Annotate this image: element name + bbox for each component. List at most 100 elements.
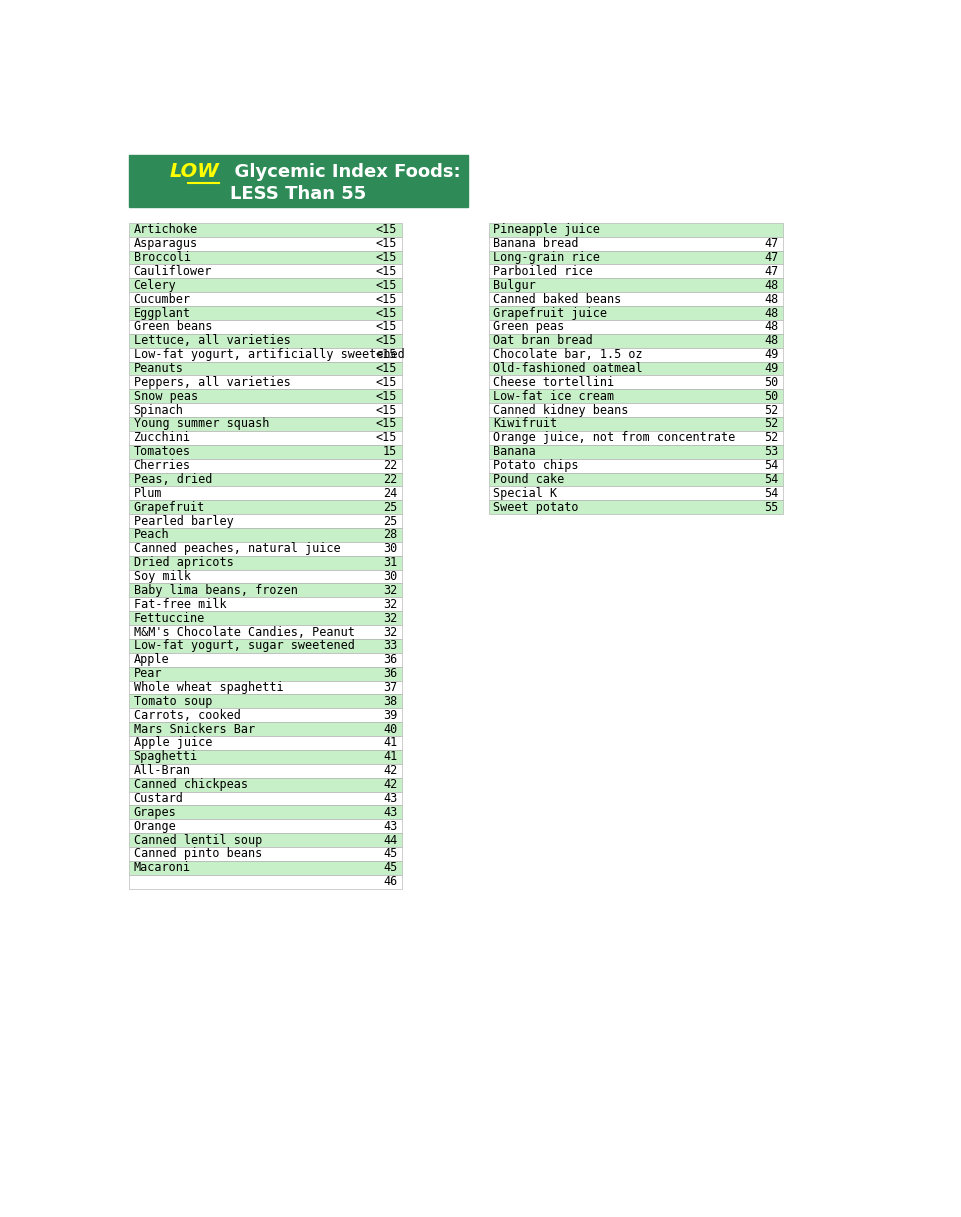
Text: Spinach: Spinach [134, 404, 184, 416]
FancyBboxPatch shape [129, 722, 402, 736]
Text: Canned baked beans: Canned baked beans [493, 292, 622, 305]
FancyBboxPatch shape [129, 847, 402, 860]
Text: Celery: Celery [134, 279, 176, 292]
FancyBboxPatch shape [489, 459, 783, 472]
FancyBboxPatch shape [489, 403, 783, 417]
Text: Orange juice, not from concentrate: Orange juice, not from concentrate [493, 431, 735, 444]
FancyBboxPatch shape [129, 542, 402, 556]
Text: Low-fat yogurt, artificially sweetened: Low-fat yogurt, artificially sweetened [134, 348, 405, 361]
FancyBboxPatch shape [129, 570, 402, 583]
Text: 54: 54 [764, 487, 778, 500]
Text: 50: 50 [764, 376, 778, 389]
FancyBboxPatch shape [129, 598, 402, 611]
Text: Orange: Orange [134, 820, 176, 832]
FancyBboxPatch shape [129, 333, 402, 348]
Text: 22: 22 [382, 459, 397, 472]
Text: <15: <15 [376, 389, 397, 403]
Text: Low-fat ice cream: Low-fat ice cream [493, 389, 614, 403]
FancyBboxPatch shape [489, 431, 783, 444]
Text: 24: 24 [382, 487, 397, 500]
Text: Bulgur: Bulgur [493, 279, 536, 292]
Text: Fettuccine: Fettuccine [134, 612, 205, 624]
FancyBboxPatch shape [489, 472, 783, 487]
FancyBboxPatch shape [129, 292, 402, 307]
Text: 32: 32 [382, 598, 397, 611]
Text: Fat-free milk: Fat-free milk [134, 598, 226, 611]
FancyBboxPatch shape [489, 237, 783, 251]
FancyBboxPatch shape [129, 251, 402, 264]
Text: 41: 41 [382, 751, 397, 763]
FancyBboxPatch shape [489, 444, 783, 459]
Text: 33: 33 [382, 639, 397, 652]
Text: Canned chickpeas: Canned chickpeas [134, 778, 248, 791]
Text: 44: 44 [382, 834, 397, 847]
Text: 36: 36 [382, 667, 397, 680]
FancyBboxPatch shape [129, 320, 402, 333]
FancyBboxPatch shape [129, 695, 402, 708]
FancyBboxPatch shape [129, 652, 402, 667]
Text: 38: 38 [382, 695, 397, 708]
FancyBboxPatch shape [129, 806, 402, 819]
Text: Apple juice: Apple juice [134, 736, 212, 750]
Text: 49: 49 [764, 361, 778, 375]
Text: Cucumber: Cucumber [134, 292, 190, 305]
Text: Soy milk: Soy milk [134, 570, 190, 583]
FancyBboxPatch shape [129, 361, 402, 375]
Text: 48: 48 [764, 279, 778, 292]
FancyBboxPatch shape [129, 528, 402, 542]
FancyBboxPatch shape [129, 860, 402, 875]
Text: Carrots, cooked: Carrots, cooked [134, 708, 240, 722]
Text: Grapes: Grapes [134, 806, 176, 819]
Text: Pear: Pear [134, 667, 162, 680]
FancyBboxPatch shape [129, 834, 402, 847]
FancyBboxPatch shape [129, 708, 402, 722]
Text: Apple: Apple [134, 654, 169, 666]
Text: 52: 52 [764, 417, 778, 431]
Text: 31: 31 [382, 556, 397, 570]
Text: Custard: Custard [134, 792, 184, 804]
Text: <15: <15 [376, 361, 397, 375]
FancyBboxPatch shape [489, 389, 783, 403]
FancyBboxPatch shape [489, 348, 783, 361]
Text: 43: 43 [382, 792, 397, 804]
Text: Broccoli: Broccoli [134, 251, 190, 264]
Text: <15: <15 [376, 279, 397, 292]
Text: 25: 25 [382, 515, 397, 527]
Text: 45: 45 [382, 862, 397, 874]
FancyBboxPatch shape [129, 583, 402, 598]
Text: 15: 15 [382, 445, 397, 459]
Text: 37: 37 [382, 682, 397, 694]
Text: 30: 30 [382, 543, 397, 555]
FancyBboxPatch shape [129, 791, 402, 806]
FancyBboxPatch shape [489, 264, 783, 279]
FancyBboxPatch shape [129, 626, 402, 639]
Text: Cauliflower: Cauliflower [134, 265, 212, 277]
Text: Old-fashioned oatmeal: Old-fashioned oatmeal [493, 361, 643, 375]
FancyBboxPatch shape [129, 819, 402, 834]
FancyBboxPatch shape [129, 487, 402, 500]
FancyBboxPatch shape [129, 348, 402, 361]
Text: M&M's Chocolate Candies, Peanut: M&M's Chocolate Candies, Peanut [134, 626, 355, 639]
FancyBboxPatch shape [489, 223, 783, 237]
FancyBboxPatch shape [129, 375, 402, 389]
Text: 46: 46 [382, 875, 397, 888]
Text: Potato chips: Potato chips [493, 459, 579, 472]
Text: Macaroni: Macaroni [134, 862, 190, 874]
Text: Spaghetti: Spaghetti [134, 751, 198, 763]
Text: <15: <15 [376, 237, 397, 251]
FancyBboxPatch shape [129, 472, 402, 487]
FancyBboxPatch shape [489, 279, 783, 292]
Text: <15: <15 [376, 307, 397, 320]
FancyBboxPatch shape [129, 264, 402, 279]
Text: Zucchini: Zucchini [134, 431, 190, 444]
Text: 40: 40 [382, 723, 397, 735]
Text: Grapefruit: Grapefruit [134, 500, 205, 514]
Text: 53: 53 [764, 445, 778, 459]
FancyBboxPatch shape [129, 875, 402, 888]
Text: Peas, dried: Peas, dried [134, 473, 212, 486]
Text: Special K: Special K [493, 487, 557, 500]
FancyBboxPatch shape [129, 611, 402, 626]
Text: Peanuts: Peanuts [134, 361, 184, 375]
FancyBboxPatch shape [489, 292, 783, 307]
FancyBboxPatch shape [129, 444, 402, 459]
